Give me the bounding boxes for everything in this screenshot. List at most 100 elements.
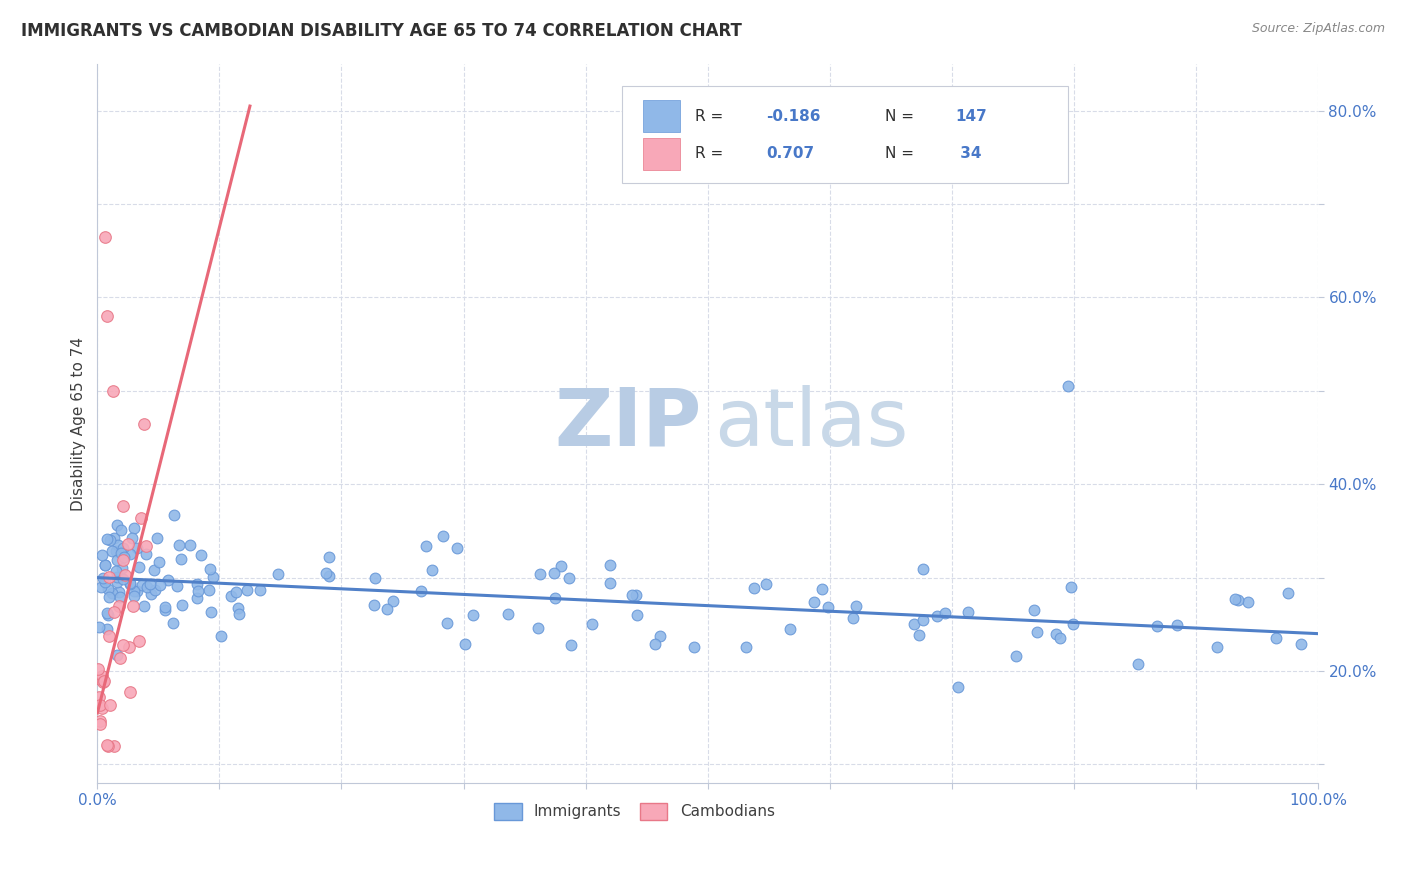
Point [683,640,706,654]
Point [111,638,134,652]
Point [934,607,956,621]
Point [1045,626,1067,640]
Point [927,608,949,623]
Point [122,590,145,604]
Point [842,610,865,624]
Point [139,587,162,601]
Point [96,738,118,752]
Point [1237,595,1260,609]
Point [145,531,167,545]
Point [90,669,112,683]
Point [318,550,340,565]
Point [101,544,124,558]
Point [446,541,468,556]
Text: 0.707: 0.707 [766,146,814,161]
Point [225,585,247,599]
Text: IMMIGRANTS VS CAMBODIAN DISABILITY AGE 65 TO 74 CORRELATION CHART: IMMIGRANTS VS CAMBODIAN DISABILITY AGE 6… [21,22,742,40]
Point [97,629,120,643]
Point [93,674,115,689]
Point [167,538,190,552]
Point [97,582,120,597]
Point [122,599,145,613]
Point [111,573,134,587]
Point [89,672,111,686]
Point [742,581,765,595]
Point [155,600,177,615]
Point [108,584,131,599]
Point [98,570,121,584]
Point [110,546,132,560]
Point [1062,617,1084,632]
Point [120,577,142,591]
Point [190,548,212,562]
Legend: Immigrants, Cambodians: Immigrants, Cambodians [488,797,780,826]
Point [97,739,120,753]
Point [734,640,756,654]
Point [118,685,141,699]
Point [103,384,125,398]
Point [89,717,111,731]
Point [110,561,132,575]
Point [97,607,120,622]
Text: N =: N = [884,109,918,124]
Point [461,608,484,623]
Point [557,571,579,585]
Point [315,566,337,581]
Point [105,553,128,567]
Point [496,607,519,621]
Point [267,566,290,581]
Point [903,616,925,631]
Point [364,571,387,585]
Point [415,540,437,554]
Point [1146,619,1168,633]
Point [96,532,118,546]
Point [103,605,125,619]
Point [103,739,125,753]
Text: 147: 147 [956,109,987,124]
Point [143,582,166,597]
Point [94,558,117,572]
Point [87,690,110,705]
Point [170,552,193,566]
Point [755,577,778,591]
Point [1056,379,1078,393]
Point [98,591,121,605]
Point [111,500,134,514]
Point [200,605,222,619]
Point [108,591,131,605]
Point [89,714,111,728]
Point [1049,632,1071,646]
Point [127,584,149,599]
Point [107,538,129,552]
Text: Source: ZipAtlas.com: Source: ZipAtlas.com [1251,22,1385,36]
Point [560,638,582,652]
Point [948,680,970,694]
Point [409,584,432,599]
Point [162,615,184,630]
Point [105,570,128,584]
Point [187,583,209,598]
Point [432,529,454,543]
Point [90,580,112,594]
Point [363,598,385,612]
Point [235,583,257,598]
Bar [643,138,679,169]
Point [1226,593,1249,607]
Point [129,511,152,525]
Point [118,640,141,654]
Point [105,575,128,590]
Point [132,599,155,613]
Point [621,588,644,602]
Point [817,600,839,615]
Point [1289,637,1312,651]
Point [111,541,134,556]
Point [226,601,249,615]
Point [128,559,150,574]
Point [318,568,340,582]
Point [779,622,801,636]
Point [200,562,222,576]
Point [112,553,135,567]
Point [93,229,115,244]
Point [105,564,128,578]
Point [375,601,398,615]
